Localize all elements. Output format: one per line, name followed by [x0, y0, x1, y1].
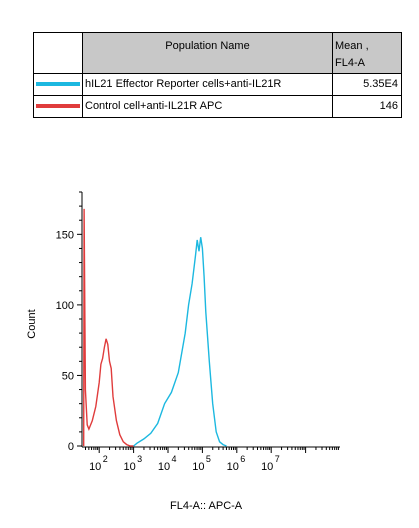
legend-row-swatch-cell	[33, 74, 83, 96]
legend-swatch-cyan	[36, 82, 80, 86]
legend-row-value: 5.35E4	[363, 78, 398, 90]
legend-row-value-cell: 5.35E4	[333, 74, 402, 96]
x-tick-exponent: 4	[171, 454, 176, 464]
y-tick-label: 100	[56, 300, 74, 312]
x-tick-exponent: 2	[103, 454, 108, 464]
x-tick-exponent: 6	[240, 454, 245, 464]
series-reporter-line	[133, 237, 227, 447]
x-tick-exponent: 7	[275, 454, 280, 464]
legend-row-value-cell: 146	[333, 96, 402, 118]
legend-table: Population Name Mean , FL4-A hIL21 Effec…	[33, 32, 402, 118]
legend-row-name-cell: Control cell+anti-IL21R APC	[83, 96, 333, 118]
legend-blank-cell	[33, 32, 83, 74]
legend-row-swatch-cell	[33, 96, 83, 118]
legend-header-stat-cell: Mean , FL4-A	[333, 32, 402, 74]
x-tick-label: 10	[89, 461, 101, 473]
legend-header-stat-line2: FL4-A	[335, 57, 365, 69]
x-tick-label: 10	[227, 461, 239, 473]
legend-row-value: 146	[379, 100, 398, 112]
x-tick-exponent: 3	[137, 454, 142, 464]
x-axis-label: FL4-A:: APC-A	[170, 500, 243, 512]
x-tick-label: 10	[192, 461, 204, 473]
legend-header-stat-line1: Mean ,	[335, 40, 369, 52]
legend-swatch-red	[36, 104, 80, 108]
legend-header-name: Population Name	[165, 40, 250, 52]
x-tick-label: 10	[123, 461, 135, 473]
x-tick-label: 10	[261, 461, 273, 473]
x-tick-exponent: 5	[206, 454, 211, 464]
y-tick-label: 0	[68, 441, 74, 453]
legend-row-name: Control cell+anti-IL21R APC	[85, 100, 223, 112]
series-control-line	[82, 208, 134, 447]
legend-row-name: hIL21 Effector Reporter cells+anti-IL21R	[85, 78, 282, 90]
y-tick-label: 150	[56, 229, 74, 241]
x-tick-label: 10	[158, 461, 170, 473]
legend-row-name-cell: hIL21 Effector Reporter cells+anti-IL21R	[83, 74, 333, 96]
y-tick-label: 50	[62, 370, 74, 382]
legend-header-name-cell: Population Name	[83, 32, 333, 74]
y-axis-label: Count	[26, 309, 38, 339]
